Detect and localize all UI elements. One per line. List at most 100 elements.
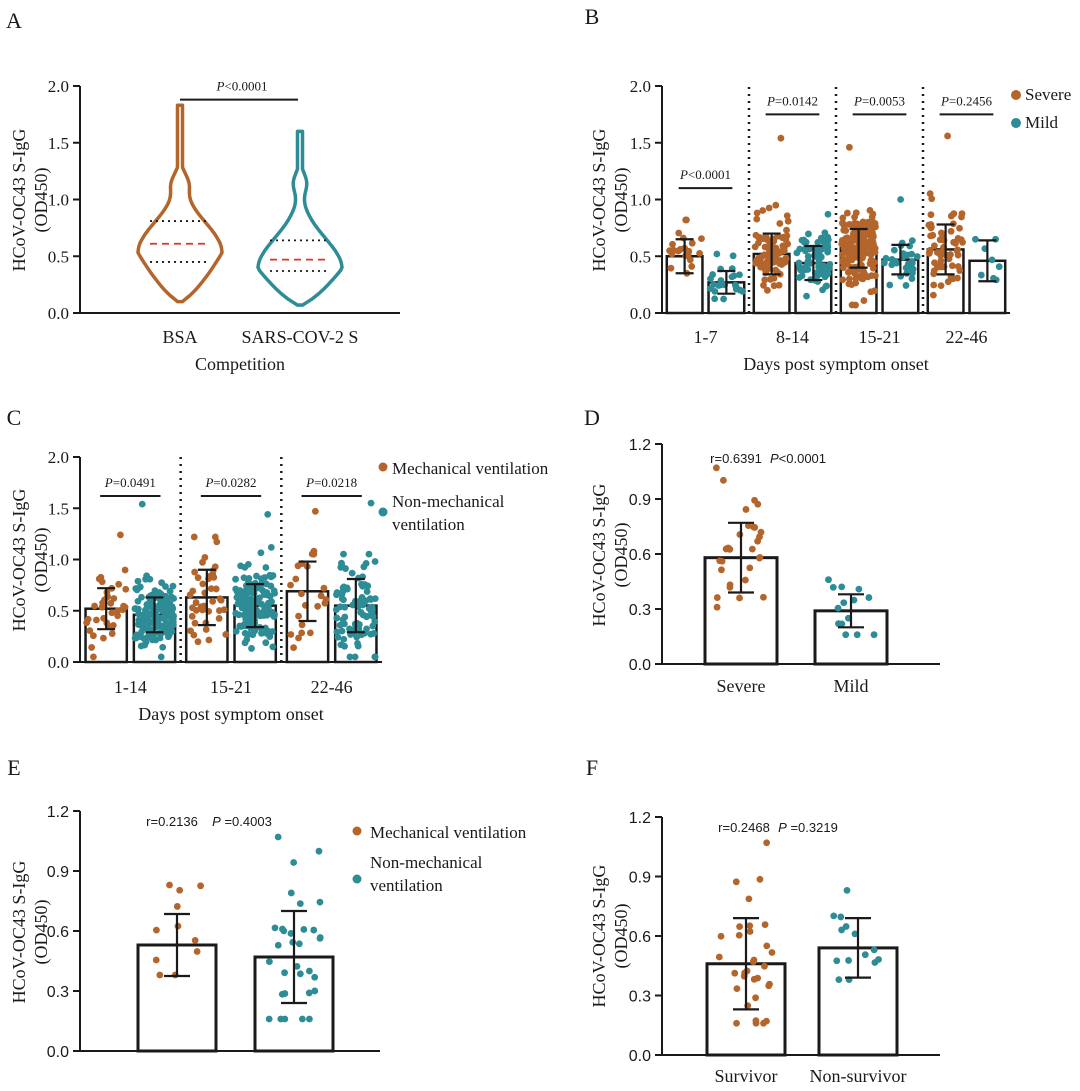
data-point [731, 969, 739, 977]
data-point [242, 616, 250, 624]
data-point [845, 275, 853, 283]
data-point [783, 212, 791, 220]
data-point [295, 634, 302, 642]
data-point [927, 221, 935, 228]
panel-letter: D [584, 405, 600, 430]
data-point [348, 569, 356, 577]
data-point [675, 229, 683, 237]
data-point [713, 250, 721, 258]
p-symbol: P [305, 475, 314, 490]
data-point [860, 297, 868, 304]
data-point [357, 609, 364, 616]
data-point [783, 226, 790, 234]
data-point [781, 258, 788, 266]
data-point [108, 609, 116, 617]
data-point [775, 281, 783, 289]
data-point [234, 600, 242, 608]
data-point [746, 564, 754, 572]
data-point [216, 595, 224, 603]
data-point [236, 587, 244, 594]
data-point [165, 631, 173, 639]
p-value: <0.0001 [688, 167, 731, 182]
data-point [835, 620, 842, 628]
data-point [930, 242, 938, 250]
data-point [824, 210, 832, 218]
data-point [717, 932, 725, 940]
data-point [173, 903, 181, 910]
data-point [365, 550, 373, 558]
data-point [670, 246, 677, 254]
data-point [190, 533, 198, 541]
data-point [152, 956, 160, 964]
data-point [667, 264, 675, 272]
data-point [270, 587, 278, 595]
p-symbol: P [778, 820, 787, 835]
data-point [236, 594, 244, 602]
data-point [132, 605, 139, 612]
y-tick-label: 0.9 [629, 870, 651, 887]
data-point [947, 212, 955, 220]
data-point [262, 639, 270, 647]
legend-marker [1011, 118, 1021, 128]
y-tick-label: 0.3 [629, 602, 651, 619]
data-point [838, 926, 845, 934]
y-tick-label: 0.5 [48, 247, 69, 266]
data-point [813, 253, 821, 261]
data-point [89, 632, 97, 640]
data-point [867, 232, 874, 240]
data-point [763, 942, 771, 950]
p-value: =0.4003 [221, 814, 272, 829]
y-tick-label: 1.2 [629, 437, 651, 454]
data-point [839, 214, 847, 222]
data-point [336, 603, 344, 611]
data-point [762, 260, 770, 268]
data-point [756, 533, 763, 541]
data-point [753, 215, 761, 223]
data-point [157, 653, 165, 661]
data-point [764, 286, 771, 294]
significance-label: P<0.0001 [215, 79, 267, 94]
p-symbol: P [215, 79, 224, 94]
data-point [133, 631, 140, 639]
data-point [908, 237, 916, 245]
x-category-label: 22-46 [311, 677, 353, 697]
y-tick-label: 2.0 [48, 448, 69, 467]
y-tick-label: 0.9 [629, 492, 651, 509]
data-point [733, 1019, 740, 1027]
data-point [305, 967, 313, 975]
data-point [698, 235, 705, 243]
data-point [90, 653, 97, 661]
data-point [152, 926, 160, 934]
data-point [829, 583, 837, 591]
data-point [763, 236, 771, 244]
data-point [277, 1015, 285, 1023]
data-point [902, 282, 910, 289]
data-point [349, 601, 357, 609]
data-point [143, 572, 151, 580]
panel-b: B 0.0 0.5 1.0 1.5 2.0 HCoV-OC43 S-IgG (OD450) 1-… [585, 4, 1072, 374]
data-point [263, 611, 271, 619]
y-tick-label: 1.0 [48, 191, 69, 210]
data-point [801, 264, 809, 271]
panel-e: E 0.0 0.3 0.6 0.9 1.2 HCoV-OC43 S-IgG (OD450) r=… [7, 755, 526, 1061]
data-point [688, 239, 696, 247]
data-point [371, 558, 379, 565]
data-point [858, 242, 866, 249]
data-point [156, 971, 164, 979]
y-tick-label: 1.5 [630, 134, 651, 153]
data-point [853, 631, 861, 639]
data-point [86, 627, 94, 635]
data-point [824, 247, 832, 254]
data-point [91, 602, 98, 610]
data-point [822, 282, 830, 290]
x-axis-label: Days post symptom onset [743, 354, 929, 374]
data-point [750, 956, 758, 964]
x-category-label: 1-14 [114, 677, 147, 697]
data-point [715, 953, 723, 961]
correlation-label: r=0.2468 [718, 820, 770, 835]
y-axis-label-unit: (OD450) [31, 528, 52, 593]
data-point [199, 580, 207, 588]
data-point [232, 609, 240, 617]
data-point [719, 476, 727, 484]
y-tick-label: 0.0 [629, 1048, 651, 1065]
